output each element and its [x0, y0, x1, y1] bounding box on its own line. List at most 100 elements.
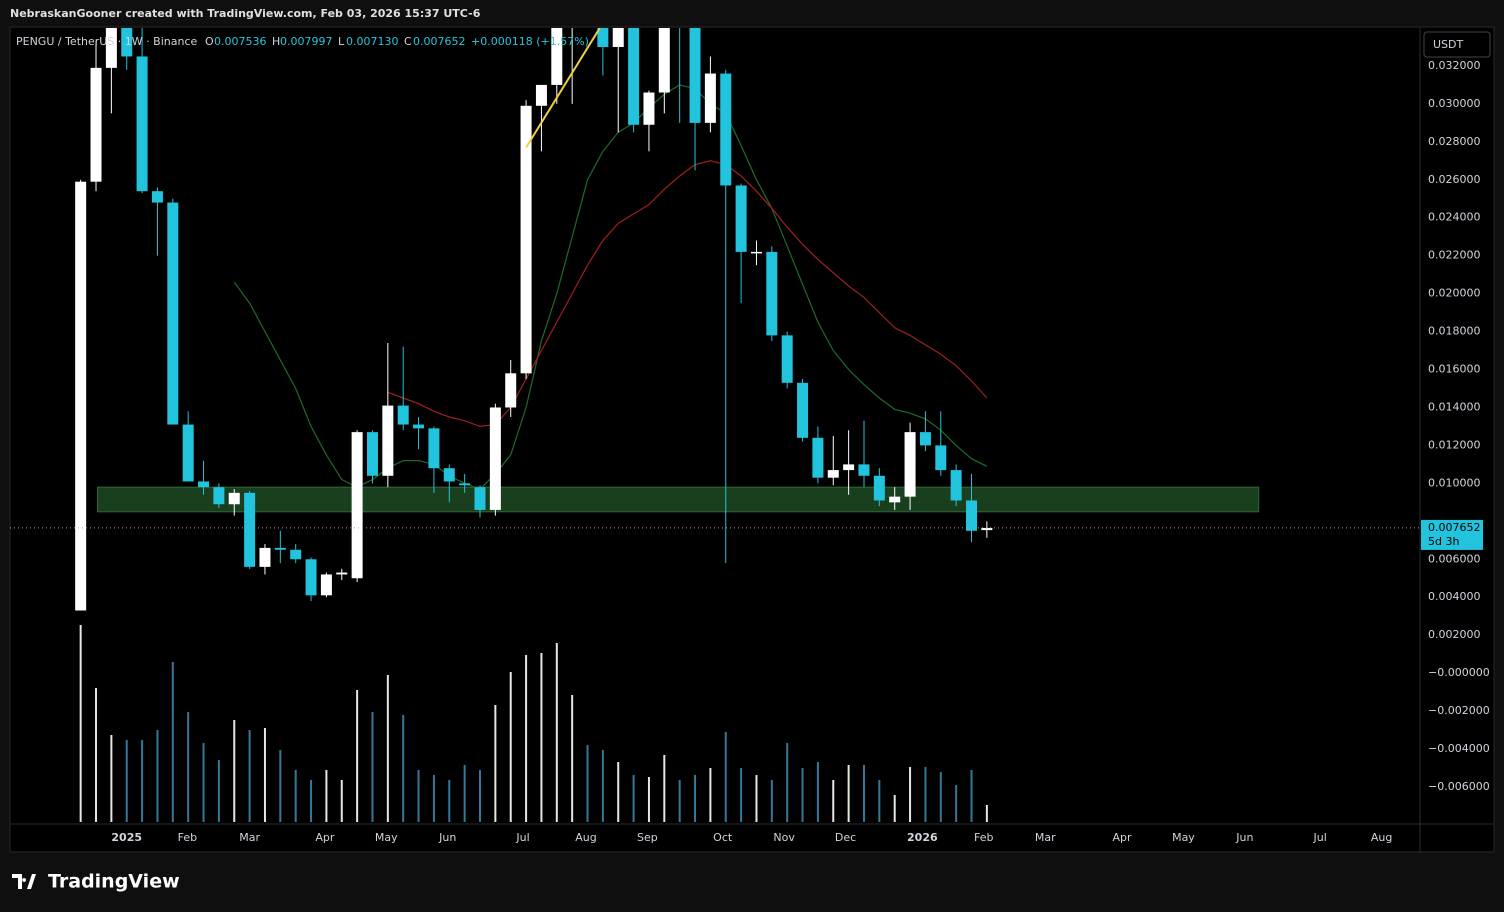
volume-bar [217, 760, 220, 822]
candle-body [75, 181, 87, 611]
volume-bar [432, 775, 435, 822]
candle-body [658, 28, 670, 93]
candle-body [336, 572, 348, 575]
candle-body [489, 407, 501, 510]
volume-bar [632, 775, 635, 822]
legend-key: L [338, 35, 345, 48]
y-tick-label: 0.016000 [1428, 363, 1481, 376]
candle-body [981, 527, 993, 531]
candle-body [413, 424, 425, 429]
x-tick-label: May [1172, 831, 1195, 844]
y-tick-label: 0.010000 [1428, 476, 1481, 489]
volume-bar [985, 805, 988, 822]
volume-bar [448, 780, 451, 822]
candle-body [904, 432, 916, 497]
volume-bar [663, 755, 666, 822]
volume-bar [294, 770, 297, 822]
x-tick-label: Sep [637, 831, 658, 844]
legend: O 0.007536 H 0.007997 L 0.007130 C 0.007652 +0.0… [205, 35, 589, 48]
volume-bar [955, 785, 958, 822]
volume-bar [770, 780, 773, 822]
x-tick-label: Jun [438, 831, 456, 844]
candle-body [136, 56, 148, 192]
volume-bar [816, 762, 819, 822]
candle-body [689, 28, 701, 123]
volume-bar [555, 643, 558, 822]
candle-body [505, 373, 517, 408]
x-tick-label: Mar [1035, 831, 1056, 844]
last-price-label: 0.007652 [1428, 521, 1481, 534]
volume-bar [95, 688, 98, 822]
candle-body [797, 382, 809, 438]
x-tick-label: Apr [315, 831, 335, 844]
candle-body [167, 202, 179, 425]
volume-bar [310, 780, 313, 822]
volume-bar [125, 740, 128, 822]
y-tick-label: 0.018000 [1428, 325, 1481, 338]
candle-body [397, 405, 409, 425]
y-tick-label: −0.000000 [1428, 666, 1490, 679]
legend-value: 0.007652 [413, 35, 466, 48]
y-tick-label: −0.004000 [1428, 742, 1490, 755]
volume-bar [141, 740, 144, 822]
candle-body [535, 84, 547, 106]
logo: TradingView [12, 871, 180, 893]
candle-body [213, 487, 225, 505]
volume-bar [479, 770, 481, 822]
trendline [525, 28, 601, 149]
y-tick-label: 0.014000 [1428, 400, 1481, 413]
candle-body [628, 28, 640, 125]
candle-body [228, 492, 240, 505]
volume-bar [647, 777, 650, 822]
candle-body [597, 28, 609, 47]
candle-body [750, 251, 762, 254]
candle-body [428, 428, 440, 469]
x-tick-label: Apr [1113, 831, 1133, 844]
candle-body [182, 424, 194, 482]
volume-bar [832, 780, 835, 822]
candle-body [858, 464, 870, 476]
candle-body [198, 481, 210, 488]
y-tick-label: −0.006000 [1428, 780, 1490, 793]
volume-bar [325, 770, 328, 822]
countdown: 5d 3h [1428, 535, 1459, 548]
candle-body [244, 492, 256, 567]
volume-bar [893, 795, 896, 822]
volume-bar [463, 765, 466, 822]
volume-bar [909, 767, 912, 822]
volume-bar [371, 712, 374, 822]
volume-bar [156, 730, 159, 822]
legend-key: O [205, 35, 214, 48]
volume-bar [939, 772, 942, 822]
candle-body [351, 432, 363, 579]
x-tick-label: 2026 [907, 831, 938, 844]
volume-bar [678, 780, 681, 822]
header: NebraskanGooner created with TradingView… [10, 7, 481, 20]
candle-body [643, 92, 655, 125]
y-tick-label: 0.028000 [1428, 135, 1481, 148]
candle-body [121, 28, 133, 57]
x-tick-label: Jul [515, 831, 529, 844]
candle-body [366, 432, 378, 476]
volume-bar [801, 768, 804, 822]
y-tick-label: 0.032000 [1428, 59, 1481, 72]
volume-bar [494, 705, 497, 822]
x-tick-label: Nov [773, 831, 795, 844]
x-tick-label: Oct [713, 831, 733, 844]
currency-box[interactable] [1423, 31, 1491, 58]
volume-bar [847, 765, 850, 822]
candle-body [812, 437, 824, 478]
candle-body [320, 574, 332, 596]
volume-bar [924, 767, 927, 822]
legend-symbol: PENGU / TetherUS · 1W · Binance [16, 35, 198, 48]
volume-bar [386, 675, 389, 822]
volume-bar [755, 775, 758, 822]
volume-bar [525, 655, 528, 822]
candle-body [781, 335, 793, 383]
candle-body [520, 105, 532, 374]
candle-body [443, 468, 455, 482]
x-tick-label: Aug [1371, 831, 1392, 844]
legend-key: H [272, 35, 280, 48]
candle-body [843, 464, 855, 471]
